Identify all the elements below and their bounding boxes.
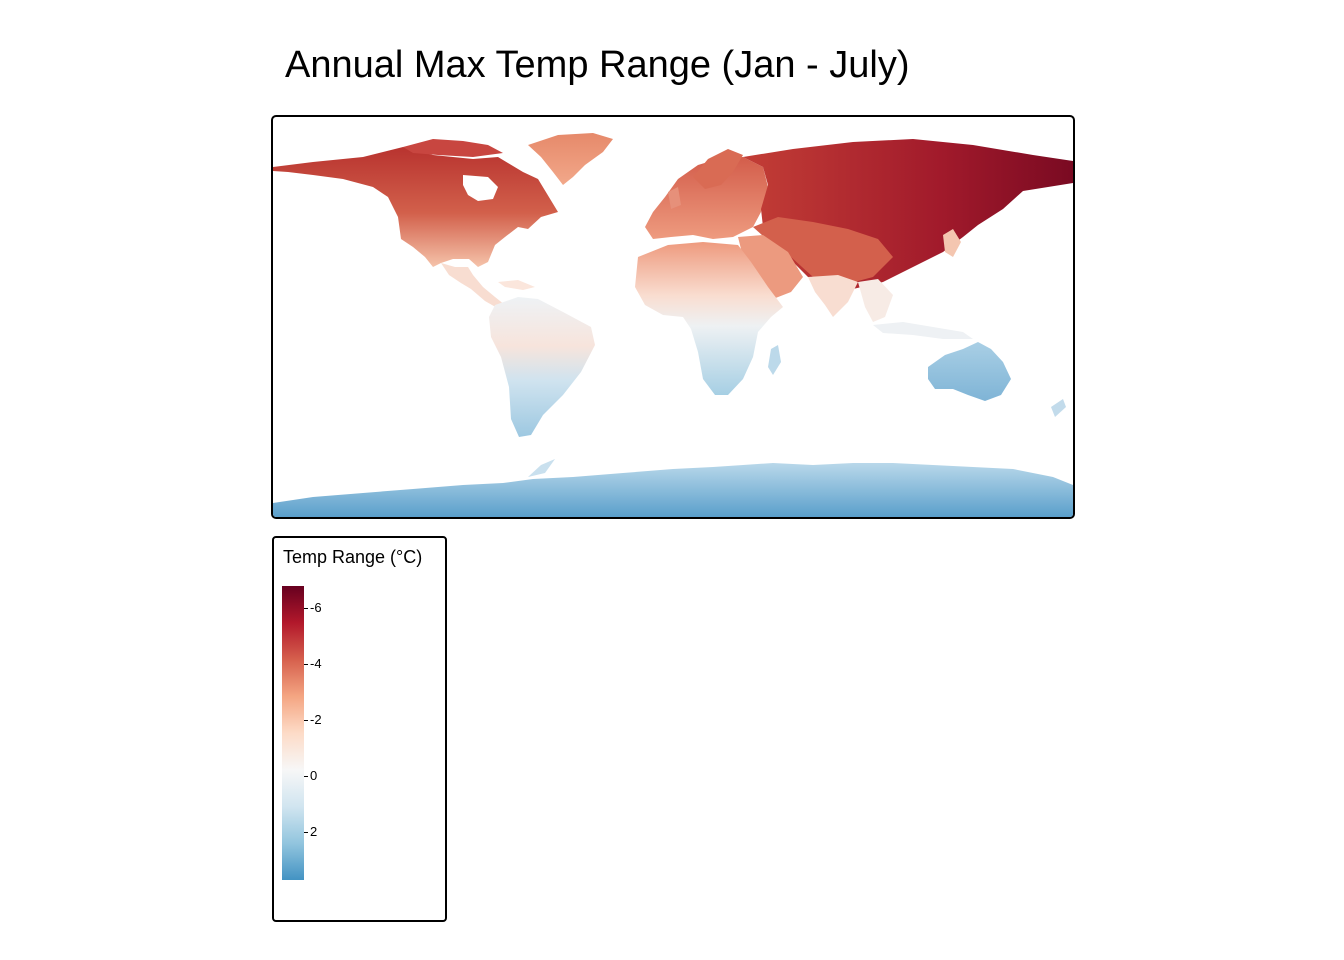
legend-title: Temp Range (°C) [283, 547, 423, 567]
region-southeast-asia [858, 279, 893, 322]
legend-tick-label: 0 [310, 768, 318, 784]
map-title: Annual Max Temp Range (Jan - July) [285, 44, 910, 86]
region-africa [635, 242, 783, 395]
region-south-asia [808, 275, 858, 317]
region-central-asia [753, 217, 893, 285]
legend-tick-label: -6 [310, 600, 322, 616]
region-greenland [528, 133, 613, 185]
region-madagascar [768, 345, 781, 375]
region-antarctic-peninsula [528, 459, 555, 477]
region-north-america [273, 147, 558, 267]
region-europe [645, 157, 768, 239]
legend-tick-mark [304, 832, 308, 834]
region-australia [928, 342, 1011, 401]
hudson-bay [463, 175, 498, 201]
region-uk [668, 187, 681, 209]
region-japan [943, 229, 961, 257]
map-panel [271, 115, 1075, 519]
region-scandinavia [693, 149, 743, 189]
region-indonesia [873, 322, 973, 339]
region-antarctica [273, 463, 1073, 517]
region-south-america [489, 297, 595, 437]
legend-tick-label: -4 [310, 656, 322, 672]
legend: Temp Range (°C) -6 -4 -2 0 2 [272, 536, 447, 922]
region-arctic-islands [403, 139, 503, 157]
legend-tick-mark [304, 720, 308, 722]
region-new-zealand [1051, 399, 1066, 417]
legend-tick-label: 2 [310, 824, 318, 840]
legend-tick-label: -2 [310, 712, 322, 728]
region-caribbean [498, 280, 535, 290]
legend-tick-mark [304, 608, 308, 610]
legend-tick-mark [304, 664, 308, 666]
world-map [273, 133, 1073, 517]
region-central-america [441, 263, 505, 309]
region-middle-east [738, 235, 803, 299]
legend-tick-mark [304, 776, 308, 778]
legend-colorbar [282, 586, 304, 880]
